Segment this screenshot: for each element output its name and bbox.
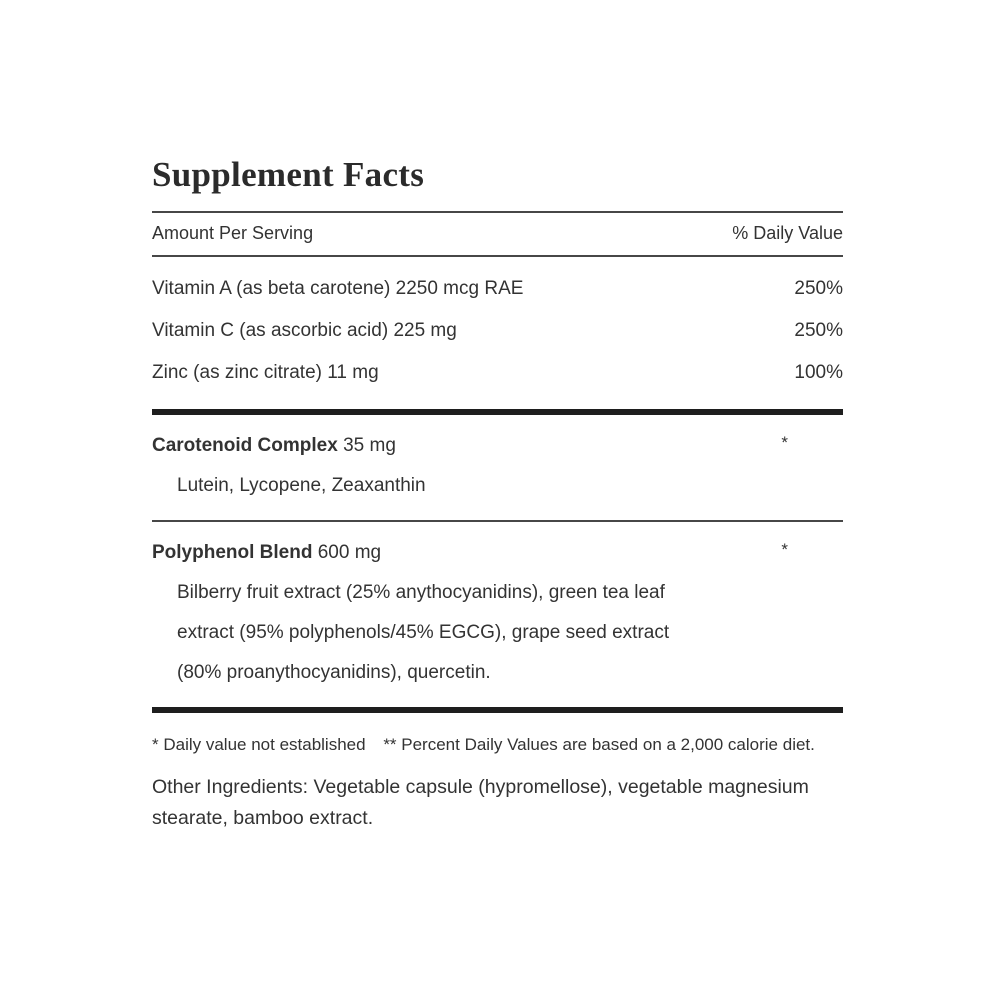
divider-thick-1 <box>152 409 843 415</box>
table-row: Vitamin A (as beta carotene) 2250 mcg RA… <box>152 268 843 310</box>
blend-ingredients-line: extract (95% polyphenols/45% EGCG), grap… <box>177 622 670 643</box>
daily-value-header: % Daily Value <box>732 223 843 243</box>
divider-header-bottom <box>152 255 843 257</box>
column-header-row: Amount Per Serving % Daily Value <box>152 213 843 255</box>
supplement-facts-label: Supplement Facts Amount Per Serving % Da… <box>152 156 843 834</box>
nutrient-list: Vitamin A (as beta carotene) 2250 mcg RA… <box>152 257 843 409</box>
blend-name-and-amount: Carotenoid Complex 35 mg <box>152 436 396 456</box>
daily-value-asterisk: * <box>781 433 788 452</box>
divider-top <box>152 211 843 213</box>
amount-per-serving-header: Amount Per Serving <box>152 223 314 243</box>
nutrient-name: Vitamin C (as ascorbic acid) 225 mg <box>152 320 457 341</box>
divider-section <box>152 520 843 522</box>
blend-name-and-amount: Polyphenol Blend 600 mg <box>152 543 381 563</box>
daily-value-asterisk: * <box>781 540 788 559</box>
nutrient-name: Vitamin A (as beta carotene) 2250 mcg RA… <box>152 278 524 299</box>
footnote-percent-daily-values: ** Percent Daily Values are based on a 2… <box>383 735 815 754</box>
divider-thick-2 <box>152 707 843 713</box>
table-row: Zinc (as zinc citrate) 11 mg 100% <box>152 352 843 394</box>
nutrient-daily-value: 250% <box>794 278 843 299</box>
nutrient-name: Zinc (as zinc citrate) 11 mg <box>152 362 379 383</box>
blend-name: Polyphenol Blend <box>152 542 313 563</box>
blend-ingredients-line: (80% proanythocyanidins), quercetin. <box>177 662 491 683</box>
blend-name: Carotenoid Complex <box>152 435 338 456</box>
table-row: Polyphenol Blend 600 mg * <box>152 540 843 563</box>
nutrient-daily-value: 100% <box>794 362 843 383</box>
blend-ingredients-line: Bilberry fruit extract (25% anythocyanid… <box>177 582 665 603</box>
blend-ingredients-line: Lutein, Lycopene, Zeaxanthin <box>177 475 426 496</box>
footnote: * Daily value not established ** Percent… <box>152 713 843 755</box>
label-title: Supplement Facts <box>152 155 425 194</box>
blend-amount: 35 mg <box>343 435 396 456</box>
table-row: Carotenoid Complex 35 mg * <box>152 433 843 456</box>
blend-section-polyphenol: Polyphenol Blend 600 mg * Bilberry fruit… <box>152 522 843 707</box>
blend-amount: 600 mg <box>317 542 382 563</box>
table-row: Vitamin C (as ascorbic acid) 225 mg 250% <box>152 310 843 352</box>
footnote-daily-value: * Daily value not established <box>152 735 366 754</box>
other-ingredients-text: Other Ingredients: Vegetable capsule (hy… <box>152 776 809 829</box>
blend-section-carotenoid: Carotenoid Complex 35 mg * Lutein, Lycop… <box>152 415 843 520</box>
nutrient-daily-value: 250% <box>794 320 843 341</box>
